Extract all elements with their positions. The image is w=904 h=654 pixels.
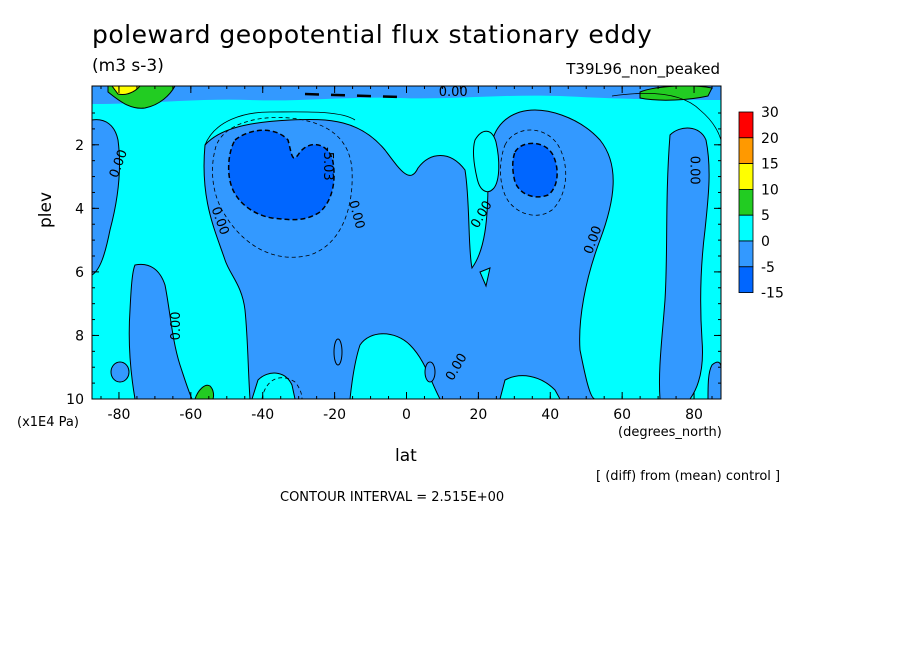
colorbar-legend: 30 20 15 10 5 0 -5 -15 xyxy=(738,105,784,302)
x-axis-ticks: -80 -60 -40 -20 0 20 40 60 80 xyxy=(100,86,713,423)
contour-label: 0.00 xyxy=(345,199,367,231)
y-axis-ticks: 2 4 6 8 10 xyxy=(66,112,721,408)
contour-line-thin-2 xyxy=(611,93,721,141)
field-blue-right-edge xyxy=(707,361,721,399)
contour-line-dashed-3 xyxy=(261,377,303,399)
contour-label: -5.03 xyxy=(320,147,335,181)
colorbar-swatch xyxy=(738,214,754,242)
x-tick-label: -40 xyxy=(251,407,274,423)
x-axis-label: lat xyxy=(395,446,417,466)
run-label: T39L96_non_peaked xyxy=(566,60,720,78)
field-blue-top xyxy=(92,86,721,104)
field-blue-left-lower xyxy=(128,263,193,399)
contour-line-dashed-1 xyxy=(212,117,353,258)
colorbar-swatch xyxy=(738,240,754,268)
colorbar-label: -15 xyxy=(761,286,784,302)
y-tick-label: 4 xyxy=(75,201,84,217)
field-blue-blob-2 xyxy=(424,361,436,383)
field-blue-blob-3 xyxy=(333,338,343,366)
field-darkblue-left xyxy=(227,129,335,221)
field-cyan-island-4 xyxy=(499,375,561,399)
diff-note: [ (diff) from (mean) control ] xyxy=(596,469,781,484)
field-darkblue-right xyxy=(512,142,558,198)
colorbar-label: 15 xyxy=(761,157,779,173)
x-tick-label: -60 xyxy=(179,407,202,423)
colorbar-label: -5 xyxy=(761,260,775,276)
contour-label: 0.00 xyxy=(687,156,702,185)
field-cyan-island-2 xyxy=(479,267,491,288)
x-axis-unit: (degrees_north) xyxy=(618,425,722,440)
x-tick-label: 0 xyxy=(402,407,411,423)
contour-line-dash-top xyxy=(304,92,401,99)
contour-fields xyxy=(92,86,721,399)
colorbar-swatch xyxy=(738,266,754,293)
colorbar-swatch xyxy=(738,137,754,165)
chart-units: (m3 s-3) xyxy=(92,56,164,76)
chart-title: poleward geopotential flux stationary ed… xyxy=(92,20,653,49)
x-tick-label: 80 xyxy=(685,407,703,423)
y-axis-unit: (x1E4 Pa) xyxy=(17,415,79,430)
contour-label: 0.00 xyxy=(439,85,468,100)
field-blue-right xyxy=(658,127,710,399)
x-tick-label: 60 xyxy=(613,407,631,423)
colorbar-label: 30 xyxy=(761,105,779,121)
field-green-bottom xyxy=(194,384,215,399)
y-tick-label: 8 xyxy=(75,328,84,344)
contour-interval: CONTOUR INTERVAL = 2.515E+00 xyxy=(280,490,505,505)
y-tick-label: 10 xyxy=(66,392,84,408)
x-tick-label: 40 xyxy=(541,407,559,423)
colorbar-swatch xyxy=(738,188,754,216)
y-tick-label: 6 xyxy=(75,265,84,281)
field-cyan-island-1 xyxy=(473,130,500,193)
contour-label: 0.00 xyxy=(169,311,184,340)
colorbar-swatch xyxy=(738,163,754,190)
contour-line-thin-1 xyxy=(204,111,356,146)
colorbar-label: 5 xyxy=(761,208,770,224)
field-blue-left xyxy=(92,119,121,276)
colorbar-label: 10 xyxy=(761,182,779,198)
y-tick-label: 2 xyxy=(75,138,84,154)
colorbar-label: 20 xyxy=(761,131,779,147)
contour-line-dashed-2 xyxy=(500,129,567,216)
x-tick-label: -20 xyxy=(323,407,346,423)
colorbar-swatch xyxy=(738,111,754,139)
field-blue-blob-1 xyxy=(110,361,130,383)
colorbar-label: 0 xyxy=(761,234,770,250)
x-tick-label: -80 xyxy=(108,407,131,423)
x-tick-label: 20 xyxy=(469,407,487,423)
